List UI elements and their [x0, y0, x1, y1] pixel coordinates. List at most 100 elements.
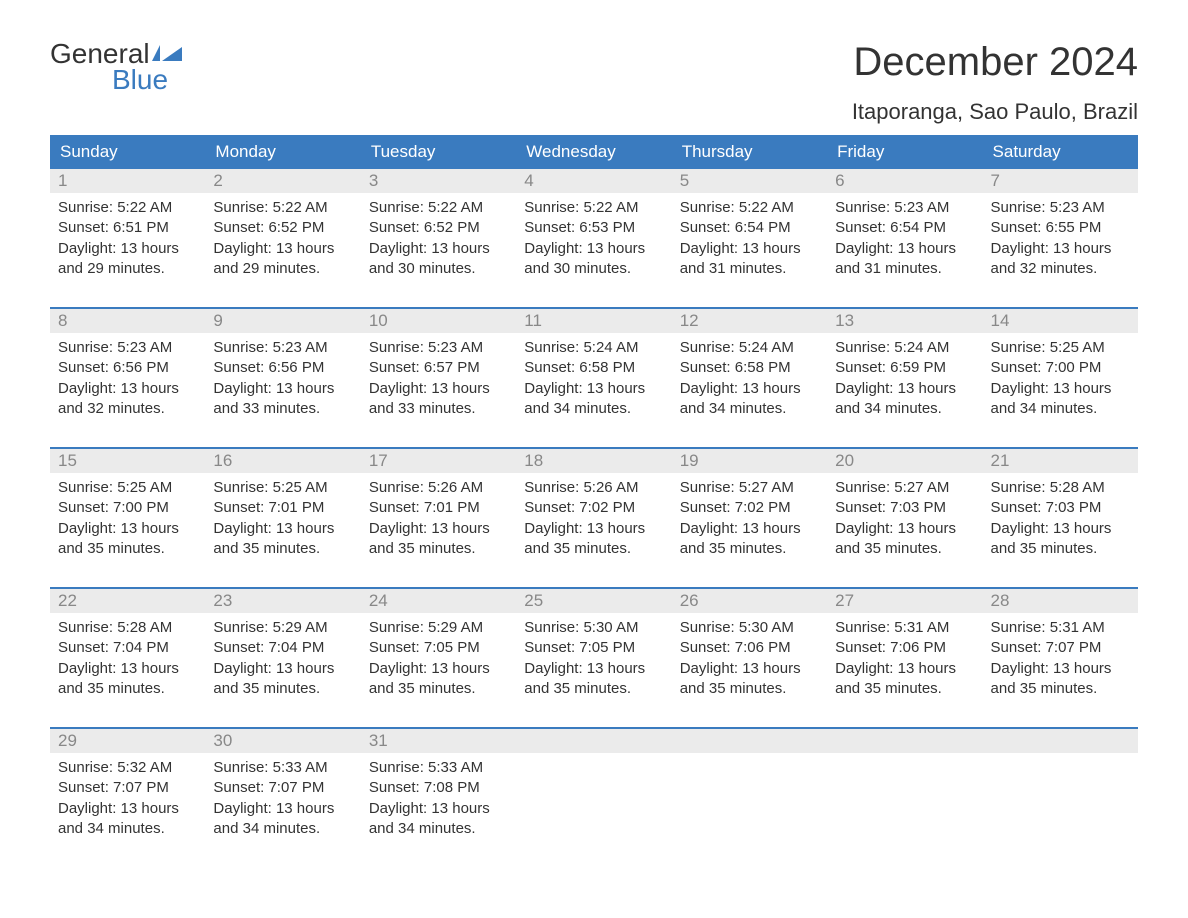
day-detail-cell: Sunrise: 5:22 AMSunset: 6:51 PMDaylight:… [50, 193, 205, 308]
daylight-text: Daylight: 13 hours [213, 799, 352, 819]
title-block: December 2024 Itaporanga, Sao Paulo, Bra… [852, 40, 1138, 125]
day-detail-cell: Sunrise: 5:25 AMSunset: 7:00 PMDaylight:… [50, 473, 205, 588]
sunset-text: Sunset: 7:00 PM [58, 498, 197, 518]
daylight-text: and 29 minutes. [58, 259, 197, 279]
day-number-cell: 24 [361, 589, 516, 613]
sunrise-text: Sunrise: 5:23 AM [58, 338, 197, 358]
day-number-cell: 2 [205, 169, 360, 193]
day-number-cell: 26 [672, 589, 827, 613]
month-title: December 2024 [852, 40, 1138, 85]
day-detail-cell: Sunrise: 5:26 AMSunset: 7:02 PMDaylight:… [516, 473, 671, 588]
day-number: 28 [991, 591, 1010, 610]
daylight-text: Daylight: 13 hours [835, 659, 974, 679]
daylight-text: Daylight: 13 hours [369, 799, 508, 819]
day-number: 23 [213, 591, 232, 610]
daylight-text: and 35 minutes. [213, 539, 352, 559]
sunset-text: Sunset: 6:51 PM [58, 218, 197, 238]
day-number: 31 [369, 731, 388, 750]
daylight-text: Daylight: 13 hours [213, 519, 352, 539]
sunset-text: Sunset: 7:08 PM [369, 778, 508, 798]
day-number: 8 [58, 311, 67, 330]
daylight-text: Daylight: 13 hours [835, 519, 974, 539]
sunrise-text: Sunrise: 5:32 AM [58, 758, 197, 778]
day-number: 29 [58, 731, 77, 750]
day-number-cell: 31 [361, 729, 516, 753]
day-detail-cell: Sunrise: 5:30 AMSunset: 7:05 PMDaylight:… [516, 613, 671, 728]
daylight-text: Daylight: 13 hours [58, 519, 197, 539]
daylight-text: Daylight: 13 hours [369, 519, 508, 539]
day-detail-row: Sunrise: 5:23 AMSunset: 6:56 PMDaylight:… [50, 333, 1138, 448]
day-number-cell: 13 [827, 309, 982, 333]
day-number-row: 15161718192021 [50, 449, 1138, 473]
sunset-text: Sunset: 7:01 PM [369, 498, 508, 518]
brand-flag-icon [152, 43, 182, 63]
sunrise-text: Sunrise: 5:22 AM [213, 198, 352, 218]
day-number: 1 [58, 171, 67, 190]
day-number-cell: 17 [361, 449, 516, 473]
day-detail-cell: Sunrise: 5:23 AMSunset: 6:56 PMDaylight:… [50, 333, 205, 448]
day-number-row: 891011121314 [50, 309, 1138, 333]
day-detail-cell: Sunrise: 5:23 AMSunset: 6:57 PMDaylight:… [361, 333, 516, 448]
sunrise-text: Sunrise: 5:23 AM [835, 198, 974, 218]
day-number-cell [827, 729, 982, 753]
sunset-text: Sunset: 7:04 PM [213, 638, 352, 658]
day-number-cell: 27 [827, 589, 982, 613]
day-number-cell: 12 [672, 309, 827, 333]
sunrise-text: Sunrise: 5:26 AM [369, 478, 508, 498]
daylight-text: Daylight: 13 hours [524, 379, 663, 399]
day-detail-cell: Sunrise: 5:33 AMSunset: 7:07 PMDaylight:… [205, 753, 360, 847]
sunrise-text: Sunrise: 5:22 AM [524, 198, 663, 218]
sunrise-text: Sunrise: 5:25 AM [58, 478, 197, 498]
day-number-cell [983, 729, 1138, 753]
day-number: 27 [835, 591, 854, 610]
day-number: 30 [213, 731, 232, 750]
day-number-cell: 1 [50, 169, 205, 193]
day-detail-cell [516, 753, 671, 847]
daylight-text: and 35 minutes. [991, 539, 1130, 559]
day-number-cell: 5 [672, 169, 827, 193]
daylight-text: and 35 minutes. [835, 679, 974, 699]
day-number: 2 [213, 171, 222, 190]
sunset-text: Sunset: 6:58 PM [524, 358, 663, 378]
daylight-text: and 30 minutes. [524, 259, 663, 279]
day-number-cell: 30 [205, 729, 360, 753]
daylight-text: and 35 minutes. [680, 679, 819, 699]
sunrise-text: Sunrise: 5:23 AM [369, 338, 508, 358]
sunrise-text: Sunrise: 5:29 AM [369, 618, 508, 638]
daylight-text: and 33 minutes. [369, 399, 508, 419]
day-detail-row: Sunrise: 5:25 AMSunset: 7:00 PMDaylight:… [50, 473, 1138, 588]
day-number-cell: 4 [516, 169, 671, 193]
daylight-text: and 29 minutes. [213, 259, 352, 279]
day-detail-cell [983, 753, 1138, 847]
sunset-text: Sunset: 7:07 PM [58, 778, 197, 798]
sunset-text: Sunset: 7:07 PM [213, 778, 352, 798]
day-detail-cell: Sunrise: 5:25 AMSunset: 7:00 PMDaylight:… [983, 333, 1138, 448]
sunset-text: Sunset: 6:54 PM [835, 218, 974, 238]
day-number: 4 [524, 171, 533, 190]
daylight-text: and 31 minutes. [680, 259, 819, 279]
day-detail-row: Sunrise: 5:22 AMSunset: 6:51 PMDaylight:… [50, 193, 1138, 308]
day-number: 9 [213, 311, 222, 330]
daylight-text: and 34 minutes. [369, 819, 508, 839]
day-number: 10 [369, 311, 388, 330]
sunrise-text: Sunrise: 5:31 AM [991, 618, 1130, 638]
daylight-text: and 35 minutes. [991, 679, 1130, 699]
sunset-text: Sunset: 7:01 PM [213, 498, 352, 518]
sunrise-text: Sunrise: 5:28 AM [58, 618, 197, 638]
sunset-text: Sunset: 7:02 PM [680, 498, 819, 518]
calendar-table: Sunday Monday Tuesday Wednesday Thursday… [50, 135, 1138, 847]
day-number: 25 [524, 591, 543, 610]
day-number-cell: 23 [205, 589, 360, 613]
day-detail-cell: Sunrise: 5:33 AMSunset: 7:08 PMDaylight:… [361, 753, 516, 847]
sunrise-text: Sunrise: 5:25 AM [991, 338, 1130, 358]
sunrise-text: Sunrise: 5:23 AM [991, 198, 1130, 218]
day-number-cell: 6 [827, 169, 982, 193]
day-number: 14 [991, 311, 1010, 330]
sunrise-text: Sunrise: 5:33 AM [369, 758, 508, 778]
daylight-text: and 33 minutes. [213, 399, 352, 419]
sunrise-text: Sunrise: 5:24 AM [524, 338, 663, 358]
daylight-text: Daylight: 13 hours [213, 379, 352, 399]
daylight-text: Daylight: 13 hours [991, 519, 1130, 539]
sunset-text: Sunset: 6:58 PM [680, 358, 819, 378]
sunset-text: Sunset: 7:06 PM [835, 638, 974, 658]
